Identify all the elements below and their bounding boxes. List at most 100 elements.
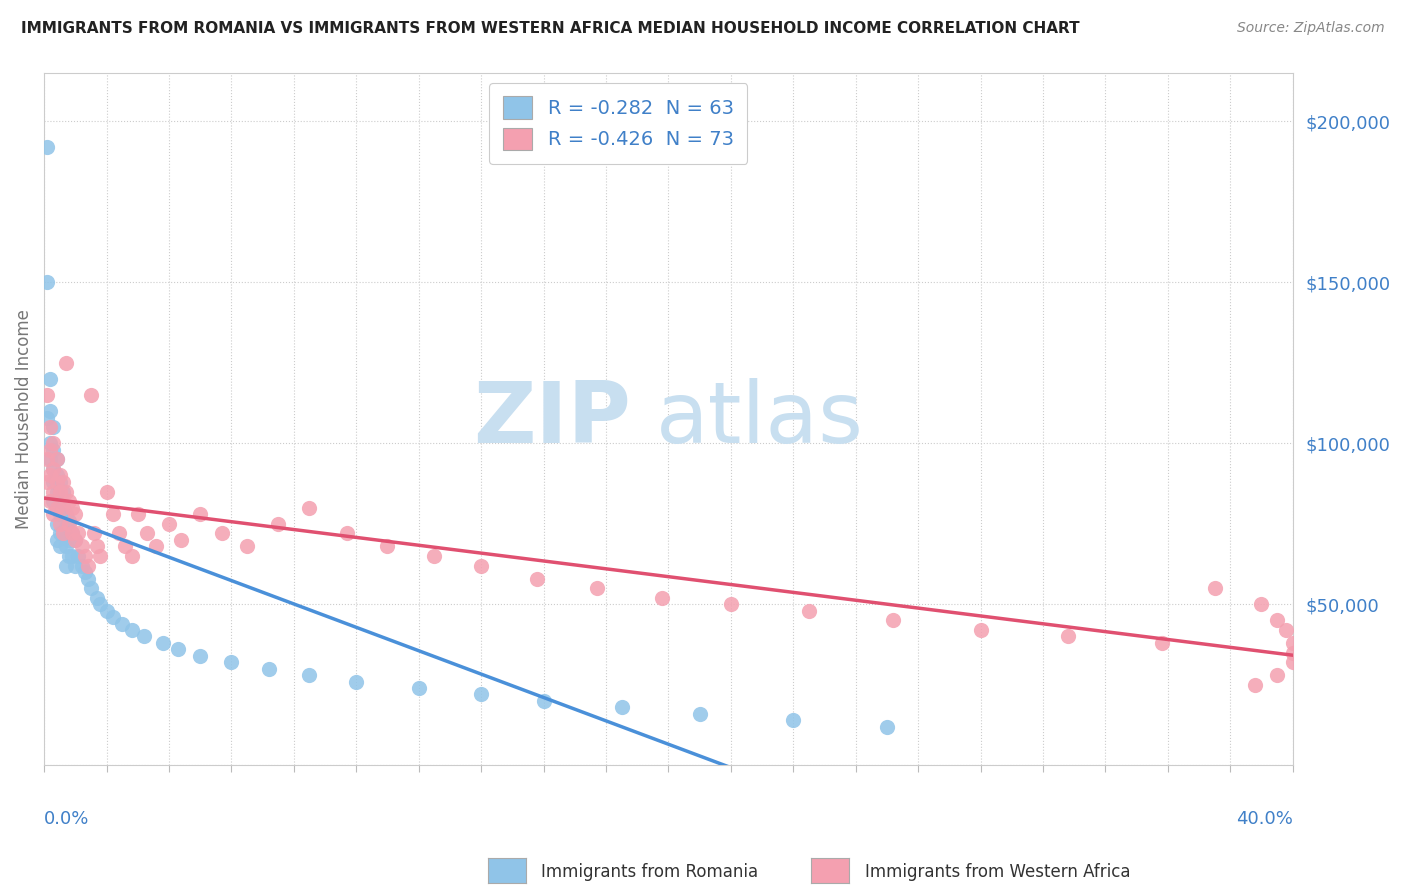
Point [48, 526, 70, 541]
Point [48, 516, 70, 531]
Point [48, 475, 70, 489]
Point [52, 526, 75, 541]
Point [101, 610, 124, 624]
Point [52, 475, 75, 489]
Point [45, 500, 67, 515]
Point [876, 720, 898, 734]
Point [52, 500, 75, 515]
Point [45, 484, 67, 499]
Point [42, 436, 65, 450]
Point [585, 581, 607, 595]
Point [83, 526, 105, 541]
Point [1244, 678, 1267, 692]
Point [45, 452, 67, 467]
Point [145, 539, 167, 553]
Point [298, 500, 321, 515]
Point [470, 688, 492, 702]
Point [42, 462, 65, 476]
Point [39, 372, 62, 386]
Point [39, 468, 62, 483]
Point [211, 526, 233, 541]
Point [39, 452, 62, 467]
Point [96, 484, 118, 499]
Point [48, 468, 70, 483]
Point [37, 140, 59, 154]
Point [39, 436, 62, 450]
Point [45, 516, 67, 531]
Point [101, 507, 124, 521]
Point [121, 549, 143, 563]
Point [127, 507, 149, 521]
Text: atlas: atlas [657, 377, 863, 460]
Point [55, 484, 77, 499]
Point [221, 655, 243, 669]
Point [1265, 614, 1288, 628]
Point [533, 694, 555, 708]
Point [108, 526, 131, 541]
Point [60, 500, 83, 515]
Point [39, 404, 62, 418]
Point [60, 526, 83, 541]
Point [58, 516, 80, 531]
Point [336, 526, 359, 541]
Point [48, 494, 70, 508]
Text: Source: ZipAtlas.com: Source: ZipAtlas.com [1237, 21, 1385, 36]
Point [42, 462, 65, 476]
Y-axis label: Median Household Income: Median Household Income [15, 310, 32, 529]
Point [1281, 655, 1303, 669]
Point [45, 533, 67, 547]
Point [65, 558, 87, 573]
Point [1250, 597, 1272, 611]
Point [1281, 636, 1303, 650]
Point [257, 662, 280, 676]
Point [42, 484, 65, 499]
Point [73, 549, 96, 563]
Point [65, 533, 87, 547]
Text: 40.0%: 40.0% [1236, 810, 1292, 829]
Point [67, 549, 90, 563]
Point [526, 572, 548, 586]
Point [797, 604, 820, 618]
Point [55, 507, 77, 521]
Text: ZIP: ZIP [474, 377, 631, 460]
Point [167, 642, 190, 657]
Point [52, 500, 75, 515]
Point [96, 604, 118, 618]
Point [45, 452, 67, 467]
Point [1057, 630, 1080, 644]
Point [86, 591, 108, 605]
Point [42, 494, 65, 508]
Point [70, 539, 93, 553]
Point [58, 533, 80, 547]
Point [42, 475, 65, 489]
Point [48, 484, 70, 499]
Point [39, 420, 62, 434]
Point [136, 526, 159, 541]
Point [86, 539, 108, 553]
Point [121, 623, 143, 637]
Point [55, 558, 77, 573]
Point [60, 526, 83, 541]
Text: Immigrants from Romania: Immigrants from Romania [541, 863, 758, 881]
Point [37, 275, 59, 289]
Point [45, 500, 67, 515]
Point [89, 597, 111, 611]
Point [267, 516, 290, 531]
Point [58, 549, 80, 563]
Point [1281, 646, 1303, 660]
Point [80, 581, 103, 595]
Point [111, 616, 134, 631]
Point [37, 410, 59, 425]
Point [42, 507, 65, 521]
Text: 0.0%: 0.0% [44, 810, 90, 829]
Point [1275, 623, 1298, 637]
Point [60, 549, 83, 563]
Point [65, 507, 87, 521]
Point [80, 388, 103, 402]
Point [188, 648, 211, 663]
Point [55, 356, 77, 370]
Point [157, 516, 180, 531]
Point [73, 565, 96, 579]
Point [344, 674, 367, 689]
Point [45, 468, 67, 483]
